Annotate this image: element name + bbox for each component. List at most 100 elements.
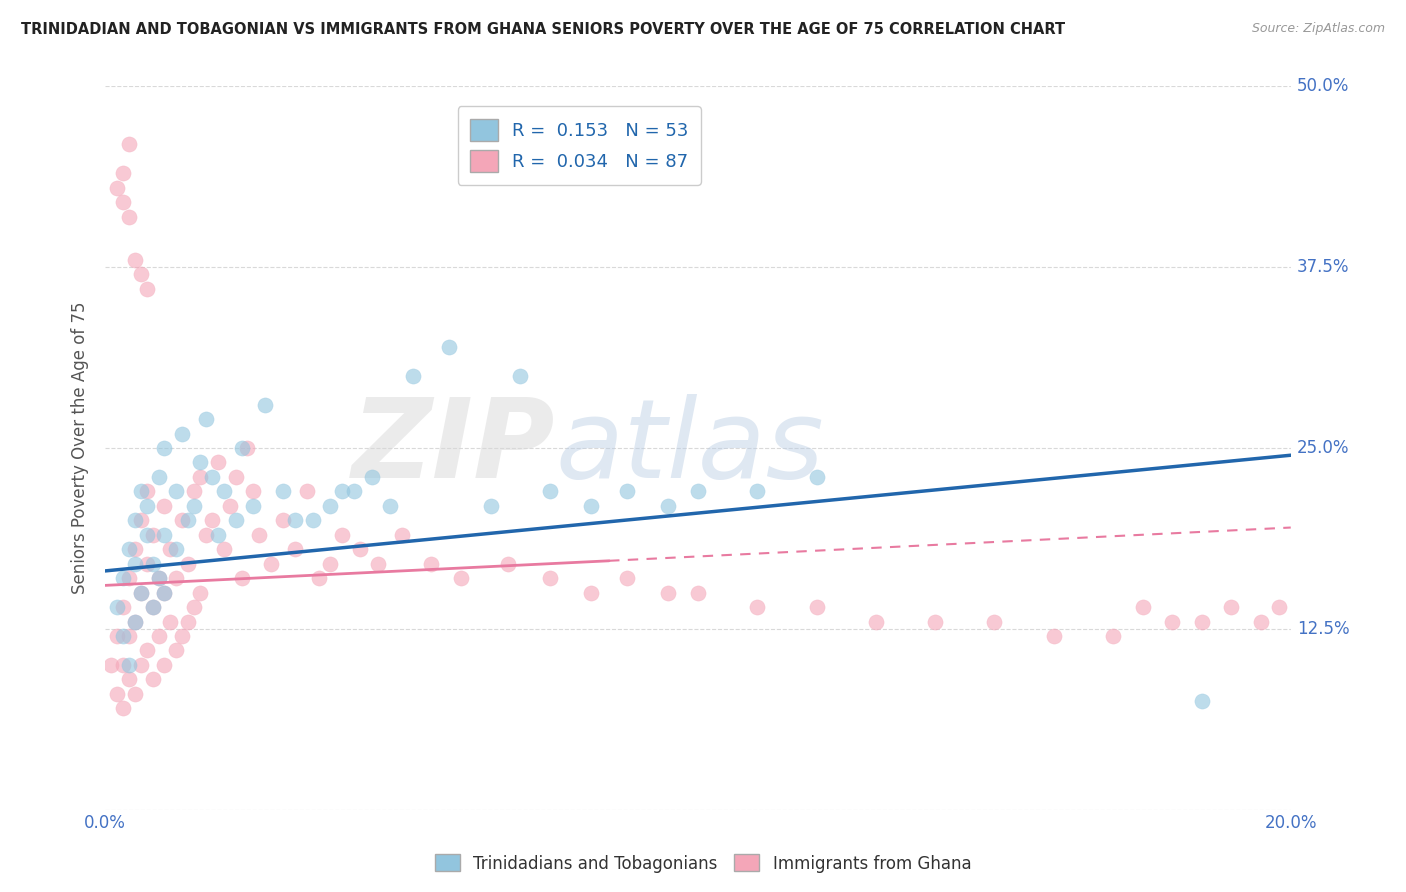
Point <box>129 657 152 672</box>
Text: Source: ZipAtlas.com: Source: ZipAtlas.com <box>1251 22 1385 36</box>
Point <box>172 629 194 643</box>
Point <box>118 673 141 687</box>
Point <box>1132 600 1154 615</box>
Point <box>142 557 165 571</box>
Point <box>153 657 176 672</box>
Point <box>225 470 247 484</box>
Point <box>301 513 323 527</box>
Point <box>231 441 253 455</box>
Point <box>118 629 141 643</box>
Point <box>105 180 128 194</box>
Point <box>330 484 353 499</box>
Point <box>118 137 141 152</box>
Point <box>118 210 141 224</box>
Point <box>201 470 224 484</box>
Text: TRINIDADIAN AND TOBAGONIAN VS IMMIGRANTS FROM GHANA SENIORS POVERTY OVER THE AGE: TRINIDADIAN AND TOBAGONIAN VS IMMIGRANTS… <box>21 22 1066 37</box>
Point <box>284 542 307 557</box>
Point <box>188 585 211 599</box>
Point <box>686 585 709 599</box>
Point <box>124 615 146 629</box>
Point <box>330 528 353 542</box>
Point <box>159 542 181 557</box>
Point <box>1161 615 1184 629</box>
Point <box>271 484 294 499</box>
Point <box>118 571 141 585</box>
Point <box>616 571 638 585</box>
Point <box>124 542 146 557</box>
Point <box>165 542 187 557</box>
Point <box>254 398 277 412</box>
Point <box>581 499 603 513</box>
Point <box>111 701 134 715</box>
Point <box>402 368 425 383</box>
Point <box>1191 694 1213 708</box>
Point <box>1191 615 1213 629</box>
Point <box>172 426 194 441</box>
Point <box>420 557 443 571</box>
Point <box>983 615 1005 629</box>
Point <box>207 528 229 542</box>
Point <box>657 585 679 599</box>
Point <box>195 412 218 426</box>
Point <box>538 484 561 499</box>
Point <box>183 484 205 499</box>
Point <box>105 687 128 701</box>
Point <box>538 571 561 585</box>
Text: 50.0%: 50.0% <box>1296 78 1348 95</box>
Point <box>242 499 264 513</box>
Point <box>135 557 157 571</box>
Point <box>129 513 152 527</box>
Point <box>111 600 134 615</box>
Point <box>450 571 472 585</box>
Point <box>118 542 141 557</box>
Point <box>135 282 157 296</box>
Point <box>165 484 187 499</box>
Point <box>129 585 152 599</box>
Point <box>378 499 401 513</box>
Point <box>177 557 200 571</box>
Point <box>183 499 205 513</box>
Point <box>212 484 235 499</box>
Point <box>367 557 389 571</box>
Point <box>242 484 264 499</box>
Point <box>142 600 165 615</box>
Point <box>747 484 769 499</box>
Point <box>308 571 330 585</box>
Point <box>271 513 294 527</box>
Point <box>343 484 366 499</box>
Point <box>135 499 157 513</box>
Point <box>105 629 128 643</box>
Point <box>225 513 247 527</box>
Point <box>153 499 176 513</box>
Point <box>172 513 194 527</box>
Point <box>183 600 205 615</box>
Point <box>260 557 283 571</box>
Point <box>391 528 413 542</box>
Text: 37.5%: 37.5% <box>1296 258 1350 277</box>
Point <box>148 470 170 484</box>
Point <box>124 557 146 571</box>
Point <box>111 629 134 643</box>
Point <box>111 657 134 672</box>
Point <box>806 600 828 615</box>
Text: ZIP: ZIP <box>353 394 555 501</box>
Point <box>129 268 152 282</box>
Point <box>135 643 157 657</box>
Point <box>188 455 211 469</box>
Point <box>218 499 240 513</box>
Point <box>111 571 134 585</box>
Point <box>111 195 134 210</box>
Point <box>509 368 531 383</box>
Point <box>153 528 176 542</box>
Point <box>1220 600 1243 615</box>
Point <box>236 441 259 455</box>
Y-axis label: Seniors Poverty Over the Age of 75: Seniors Poverty Over the Age of 75 <box>72 301 89 594</box>
Point <box>747 600 769 615</box>
Point <box>581 585 603 599</box>
Point <box>129 585 152 599</box>
Point <box>1102 629 1125 643</box>
Point <box>195 528 218 542</box>
Point <box>153 585 176 599</box>
Point <box>135 484 157 499</box>
Point <box>124 687 146 701</box>
